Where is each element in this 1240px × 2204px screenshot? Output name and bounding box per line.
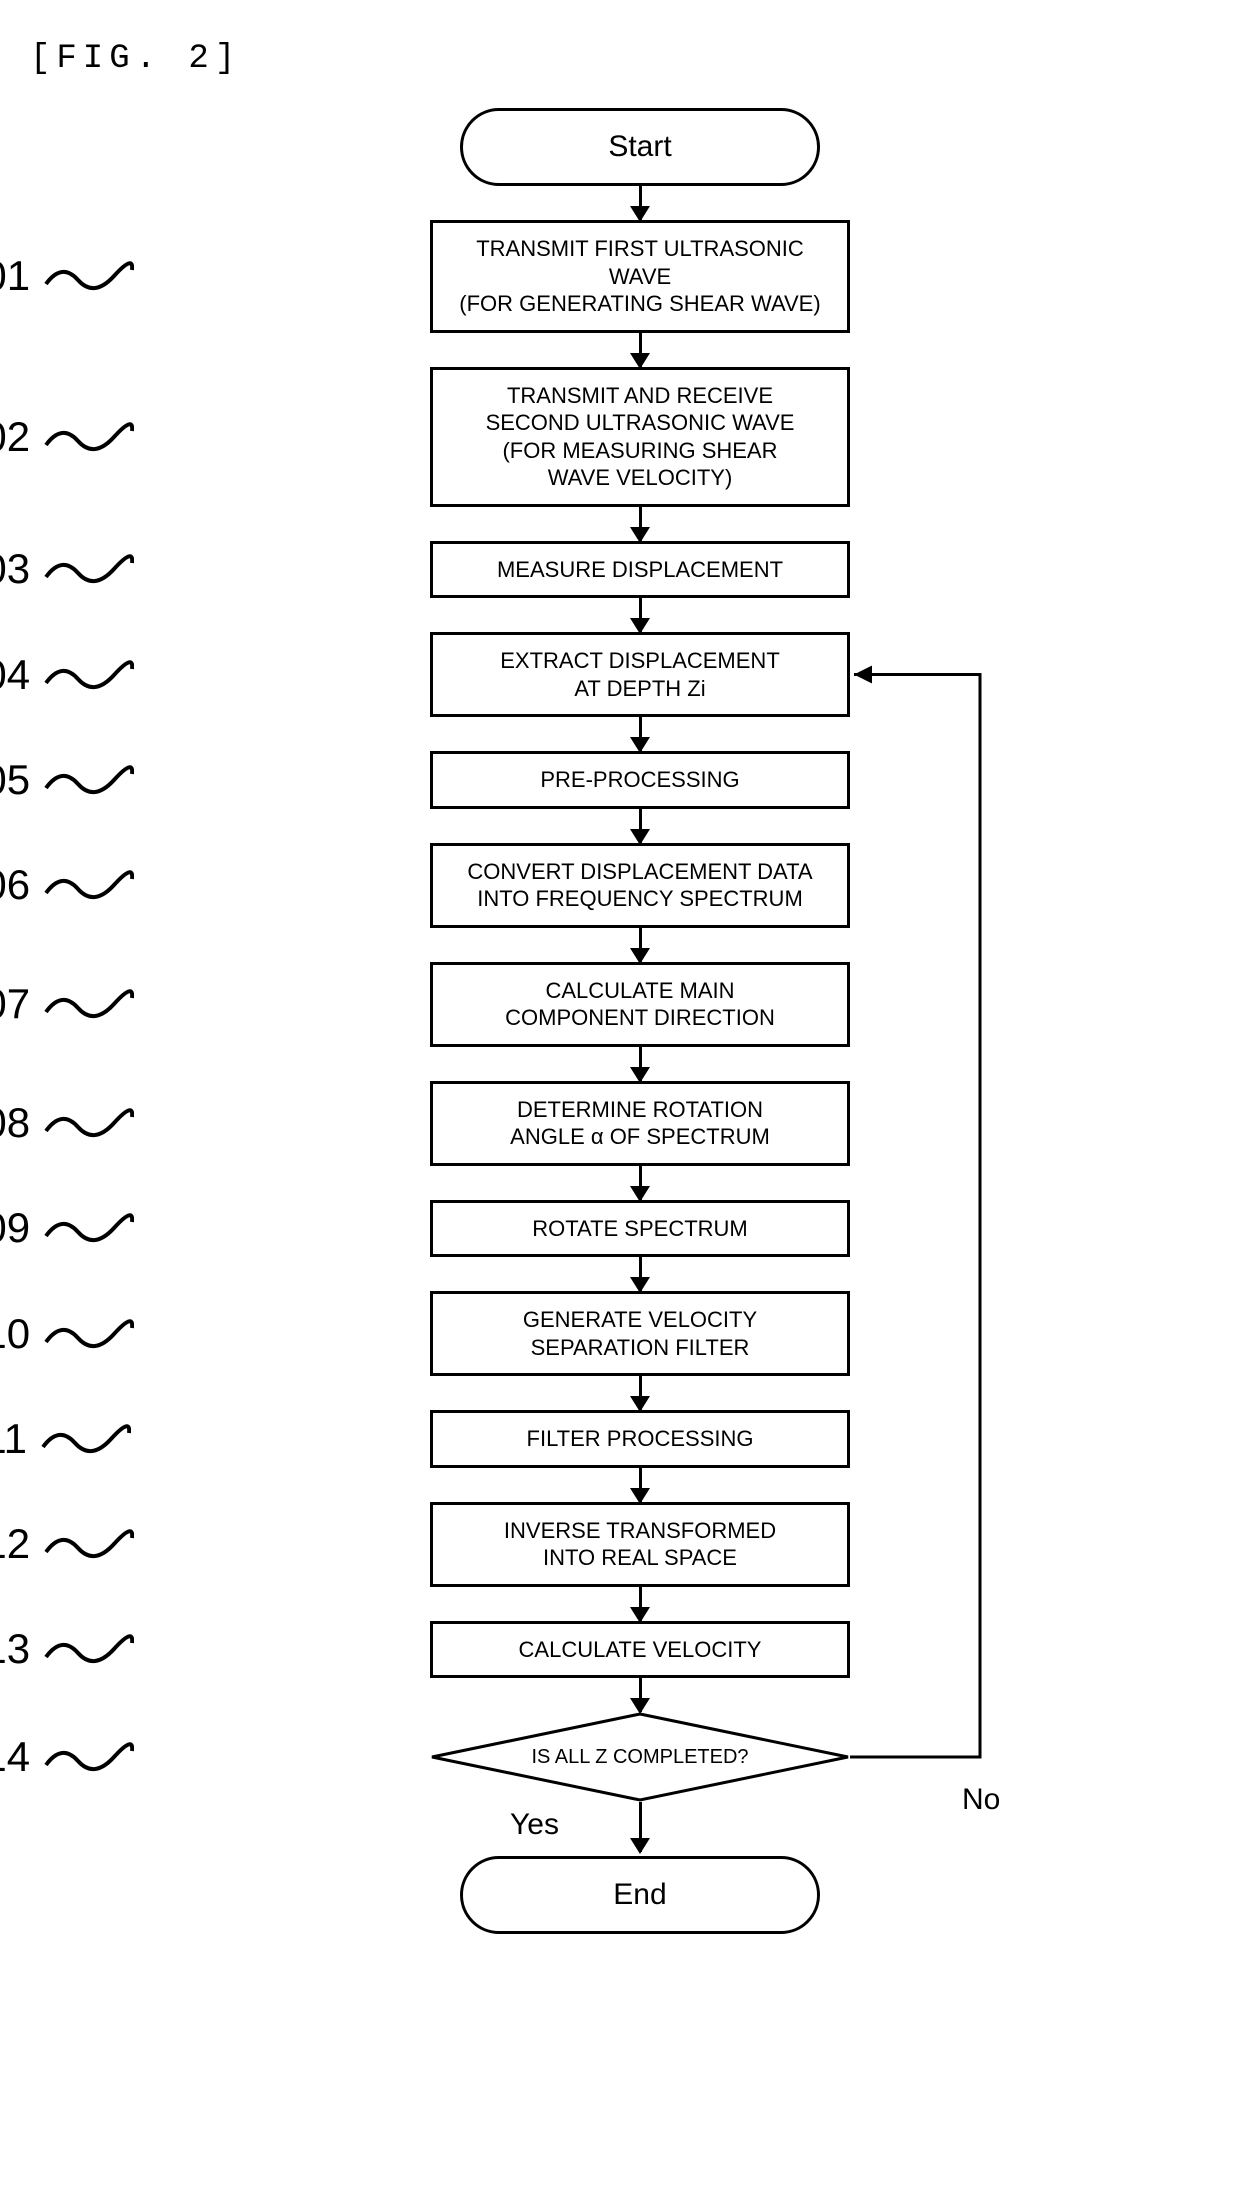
squiggle-icon bbox=[44, 256, 134, 296]
squiggle-icon bbox=[44, 1208, 134, 1248]
step-number-213: 213 bbox=[0, 1625, 134, 1673]
step-number-text: 204 bbox=[0, 651, 30, 699]
arrow bbox=[639, 928, 642, 962]
step-row-213: 213CALCULATE VELOCITY bbox=[250, 1621, 1030, 1679]
arrow bbox=[639, 1587, 642, 1621]
squiggle-icon bbox=[44, 549, 134, 589]
squiggle-icon bbox=[44, 1737, 134, 1777]
squiggle-icon bbox=[44, 417, 134, 457]
step-row-206: 206CONVERT DISPLACEMENT DATAINTO FREQUEN… bbox=[250, 843, 1030, 928]
process-box-208: DETERMINE ROTATIONANGLE α OF SPECTRUM bbox=[430, 1081, 850, 1166]
squiggle-icon bbox=[44, 760, 134, 800]
step-row-204: 204EXTRACT DISPLACEMENTAT DEPTH Zi bbox=[250, 632, 1030, 717]
step-row-209: 209ROTATE SPECTRUM bbox=[250, 1200, 1030, 1258]
step-number-208: 208 bbox=[0, 1099, 134, 1147]
step-number-text: 206 bbox=[0, 861, 30, 909]
process-box-203: MEASURE DISPLACEMENT bbox=[430, 541, 850, 599]
step-row-210: 210GENERATE VELOCITYSEPARATION FILTER bbox=[250, 1291, 1030, 1376]
squiggle-icon bbox=[44, 655, 134, 695]
squiggle-icon bbox=[44, 1314, 134, 1354]
step-number-211: 211 bbox=[0, 1415, 131, 1463]
step-number-text: 214 bbox=[0, 1733, 30, 1781]
arrow bbox=[639, 1802, 642, 1852]
step-number-text: 213 bbox=[0, 1625, 30, 1673]
step-row-211: 211FILTER PROCESSING bbox=[250, 1410, 1030, 1468]
arrow bbox=[639, 1166, 642, 1200]
step-number-214: 214 bbox=[0, 1733, 134, 1781]
arrow bbox=[639, 333, 642, 367]
step-row-212: 212INVERSE TRANSFORMEDINTO REAL SPACE bbox=[250, 1502, 1030, 1587]
decision-text: IS ALL Z COMPLETED? bbox=[430, 1712, 850, 1802]
process-box-205: PRE-PROCESSING bbox=[430, 751, 850, 809]
arrow bbox=[639, 1468, 642, 1502]
process-box-211: FILTER PROCESSING bbox=[430, 1410, 850, 1468]
step-row-207: 207CALCULATE MAINCOMPONENT DIRECTION bbox=[250, 962, 1030, 1047]
squiggle-icon bbox=[44, 1103, 134, 1143]
arrow bbox=[639, 598, 642, 632]
step-row-203: 203MEASURE DISPLACEMENT bbox=[250, 541, 1030, 599]
step-number-205: 205 bbox=[0, 756, 134, 804]
process-box-209: ROTATE SPECTRUM bbox=[430, 1200, 850, 1258]
arrow bbox=[639, 1047, 642, 1081]
squiggle-icon bbox=[44, 984, 134, 1024]
terminator-end: End bbox=[460, 1856, 820, 1934]
step-number-210: 210 bbox=[0, 1310, 134, 1358]
step-number-text: 207 bbox=[0, 980, 30, 1028]
step-row-205: 205PRE-PROCESSING bbox=[250, 751, 1030, 809]
process-box-210: GENERATE VELOCITYSEPARATION FILTER bbox=[430, 1291, 850, 1376]
arrow bbox=[639, 186, 642, 220]
step-number-202: 202 bbox=[0, 413, 134, 461]
yes-label: Yes bbox=[510, 1808, 559, 1842]
step-number-204: 204 bbox=[0, 651, 134, 699]
step-row-201: 201TRANSMIT FIRST ULTRASONIC WAVE(FOR GE… bbox=[250, 220, 1030, 333]
step-number-text: 208 bbox=[0, 1099, 30, 1147]
step-number-text: 212 bbox=[0, 1520, 30, 1568]
step-number-207: 207 bbox=[0, 980, 134, 1028]
step-number-text: 209 bbox=[0, 1204, 30, 1252]
arrow bbox=[639, 507, 642, 541]
arrow bbox=[639, 1257, 642, 1291]
squiggle-icon bbox=[44, 865, 134, 905]
step-number-203: 203 bbox=[0, 545, 134, 593]
step-row-202: 202TRANSMIT AND RECEIVESECOND ULTRASONIC… bbox=[250, 367, 1030, 507]
squiggle-icon bbox=[44, 1629, 134, 1669]
process-box-212: INVERSE TRANSFORMEDINTO REAL SPACE bbox=[430, 1502, 850, 1587]
step-number-text: 210 bbox=[0, 1310, 30, 1358]
flowchart: Start 201TRANSMIT FIRST ULTRASONIC WAVE(… bbox=[250, 108, 1030, 1934]
process-box-204: EXTRACT DISPLACEMENTAT DEPTH Zi bbox=[430, 632, 850, 717]
terminator-start: Start bbox=[460, 108, 820, 186]
no-label: No bbox=[962, 1783, 1000, 1817]
squiggle-icon bbox=[44, 1524, 134, 1564]
process-box-213: CALCULATE VELOCITY bbox=[430, 1621, 850, 1679]
arrow bbox=[639, 1678, 642, 1712]
process-box-206: CONVERT DISPLACEMENT DATAINTO FREQUENCY … bbox=[430, 843, 850, 928]
process-box-202: TRANSMIT AND RECEIVESECOND ULTRASONIC WA… bbox=[430, 367, 850, 507]
step-number-206: 206 bbox=[0, 861, 134, 909]
step-number-text: 203 bbox=[0, 545, 30, 593]
step-row-208: 208DETERMINE ROTATIONANGLE α OF SPECTRUM bbox=[250, 1081, 1030, 1166]
step-number-text: 205 bbox=[0, 756, 30, 804]
step-number-209: 209 bbox=[0, 1204, 134, 1252]
process-box-207: CALCULATE MAINCOMPONENT DIRECTION bbox=[430, 962, 850, 1047]
step-number-text: 202 bbox=[0, 413, 30, 461]
arrow bbox=[639, 717, 642, 751]
step-number-text: 201 bbox=[0, 252, 30, 300]
squiggle-icon bbox=[41, 1419, 131, 1459]
decision-row: 214 IS ALL Z COMPLETED? bbox=[250, 1712, 1030, 1802]
figure-caption: [FIG. 2] bbox=[30, 40, 1210, 78]
step-number-212: 212 bbox=[0, 1520, 134, 1568]
step-number-201: 201 bbox=[0, 252, 134, 300]
arrow bbox=[639, 1376, 642, 1410]
decision-node: IS ALL Z COMPLETED? bbox=[430, 1712, 850, 1802]
step-number-text: 211 bbox=[0, 1415, 27, 1463]
arrow bbox=[639, 809, 642, 843]
process-box-201: TRANSMIT FIRST ULTRASONIC WAVE(FOR GENER… bbox=[430, 220, 850, 333]
